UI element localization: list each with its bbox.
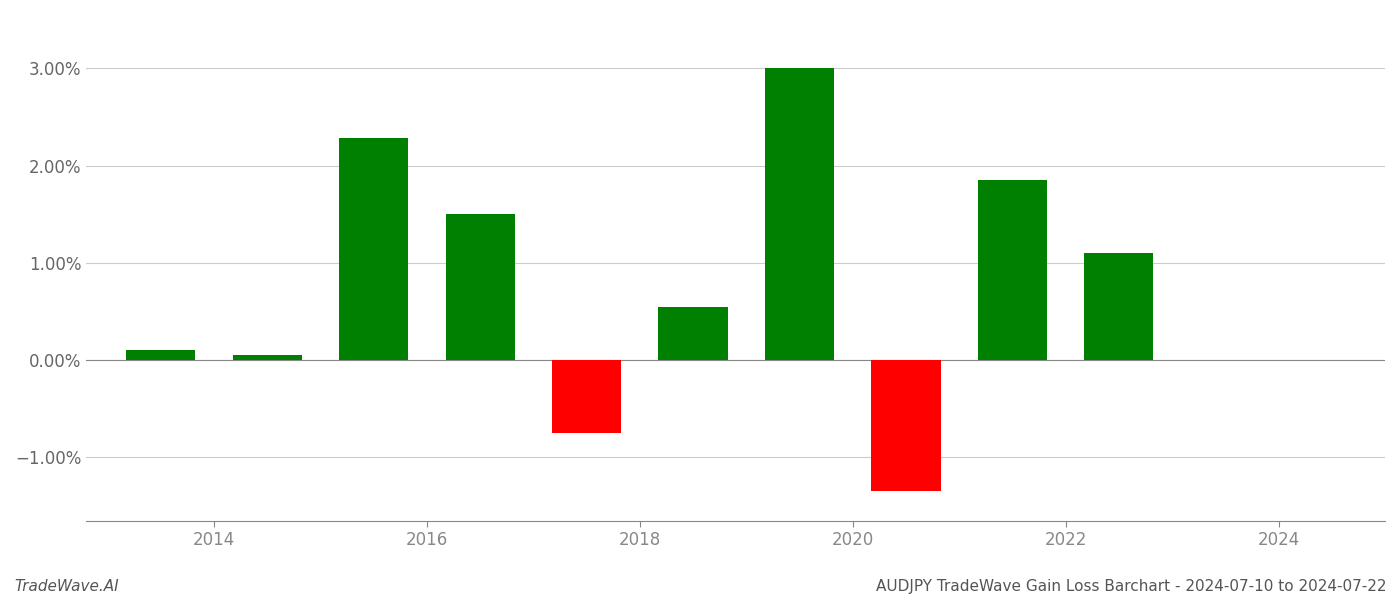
Text: TradeWave.AI: TradeWave.AI xyxy=(14,579,119,594)
Bar xyxy=(126,350,196,360)
Bar xyxy=(445,214,515,360)
Bar xyxy=(764,68,834,360)
Bar xyxy=(977,180,1047,360)
Bar xyxy=(658,307,728,360)
Bar xyxy=(552,360,622,433)
Text: AUDJPY TradeWave Gain Loss Barchart - 2024-07-10 to 2024-07-22: AUDJPY TradeWave Gain Loss Barchart - 20… xyxy=(875,579,1386,594)
Bar xyxy=(339,139,409,360)
Bar xyxy=(232,355,302,360)
Bar xyxy=(1084,253,1154,360)
Bar xyxy=(871,360,941,491)
